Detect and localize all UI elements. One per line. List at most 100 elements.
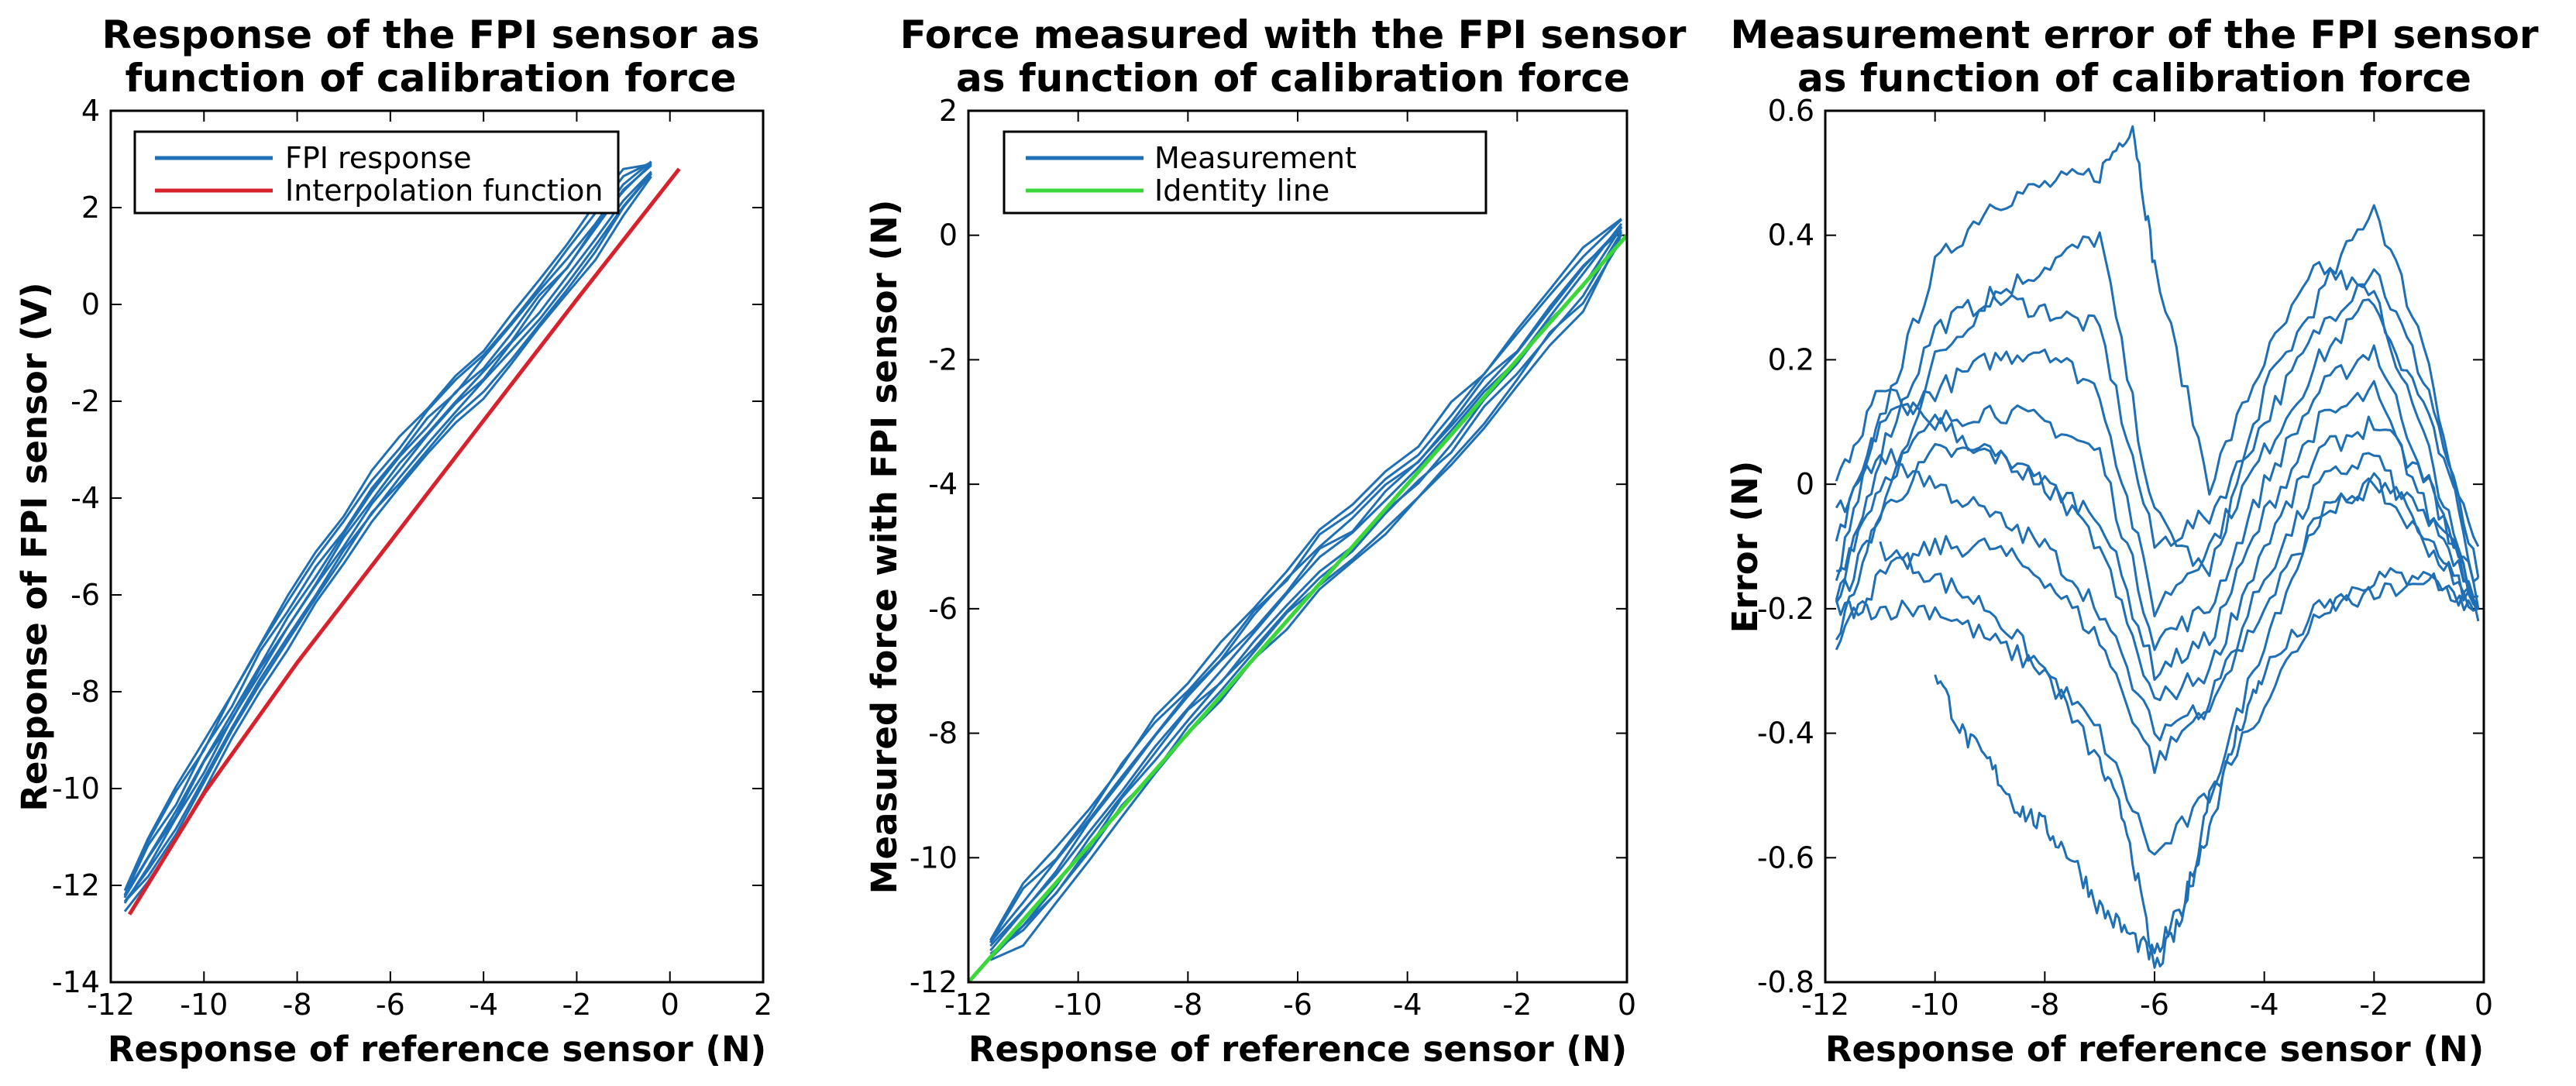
series-error-trace-9 (1879, 541, 2479, 969)
chart-title-line-1: Measurement error of the FPI sensor (1730, 12, 2538, 57)
series-error-trace-10 (1934, 571, 2475, 961)
series-measurement-trace (989, 239, 1623, 955)
y-tick-label: -14 (52, 965, 100, 999)
x-tick-label: -10 (1054, 988, 1102, 1022)
series-fpi-response-trace (123, 161, 652, 899)
y-tick-label: -10 (910, 840, 958, 875)
series-measurement-trace (989, 218, 1622, 943)
series-error-trace-2 (1835, 204, 2480, 641)
x-tick-label: -8 (283, 988, 312, 1022)
chart-title-line-2: function of calibration force (125, 56, 736, 101)
y-tick-label: 2 (939, 94, 958, 128)
series-layer (968, 218, 1627, 982)
y-tick-label: 0.6 (1768, 94, 1814, 128)
x-tick-label: 0 (1618, 988, 1636, 1022)
legend-label-measurement: Measurement (1154, 141, 1357, 175)
legend-label-fpi-response: FPI response (285, 141, 472, 175)
x-tick-label: -4 (2250, 988, 2279, 1022)
series-fpi-response-trace (123, 172, 652, 902)
x-axis-label: Response of reference sensor (N) (108, 1029, 766, 1070)
plot-frame (109, 109, 765, 984)
series-error-trace-1 (1836, 125, 2480, 572)
series-fpi-response-trace (123, 163, 652, 892)
y-tick-label: 4 (81, 94, 100, 128)
y-tick-label: -6 (928, 592, 958, 626)
x-tick-label: 0 (2475, 988, 2493, 1022)
chart-title-line-2: as function of calibration force (1797, 56, 2471, 101)
y-tick-label: -8 (928, 717, 958, 751)
series-fpi-response-trace (123, 173, 652, 903)
chart-panel-measurement-error: Measurement error of the FPI sensor as f… (1725, 12, 2539, 1070)
x-tick-label: -2 (2359, 988, 2389, 1022)
y-tick-label: -6 (71, 578, 100, 612)
series-error-trace-7 (1835, 452, 2480, 775)
y-axis-label: Response of FPI sensor (V) (14, 282, 55, 811)
x-tick-label: 0 (661, 988, 679, 1022)
y-axis-label: Error (N) (1725, 461, 1766, 634)
y-tick-label: -0.8 (1757, 965, 1814, 999)
x-tick-label: -12 (87, 988, 135, 1022)
legend: FPI response Interpolation function (133, 130, 620, 215)
series-error-trace-4 (1835, 298, 2480, 622)
series-identity-line (968, 234, 1627, 982)
series-error-trace-11 (1835, 388, 2479, 702)
y-tick-label: -8 (71, 675, 100, 709)
series-fpi-response-trace (123, 175, 652, 912)
series-error-trace-12 (1835, 448, 2479, 742)
series-interpolation-function (127, 167, 681, 916)
series-measurement-trace (989, 233, 1623, 961)
x-tick-label: -6 (2140, 988, 2169, 1022)
y-tick-label: 0 (81, 287, 100, 321)
legend-box (133, 130, 620, 215)
x-tick-label: -8 (2030, 988, 2059, 1022)
series-measurement-trace (989, 225, 1622, 952)
series-error-trace-5 (1835, 344, 2480, 651)
legend: Measurement Identity line (1003, 130, 1487, 215)
tick-layer: -12 -10 -8 -6 -4 -2 0 -12 -10 -8 -6 -4 -2 0 2 (910, 94, 1636, 1022)
x-tick-label: -10 (180, 988, 228, 1022)
x-tick-label: -12 (944, 988, 992, 1022)
plot-frame (967, 109, 1628, 984)
y-tick-label: -12 (52, 868, 100, 902)
plot-frame (1824, 109, 2485, 984)
series-measurement-trace (989, 229, 1622, 943)
y-tick-label: 0.4 (1768, 218, 1814, 253)
chart-title-line-2: as function of calibration force (956, 56, 1630, 101)
series-error-trace-3 (1835, 268, 2480, 601)
series-layer (123, 160, 681, 916)
x-tick-label: 2 (754, 988, 772, 1022)
x-tick-label: -6 (376, 988, 405, 1022)
series-error-trace-8 (1835, 472, 2480, 856)
y-tick-label: 0 (939, 218, 958, 253)
series-measurement-trace (989, 226, 1623, 958)
x-tick-label: -8 (1173, 988, 1202, 1022)
series-layer (1835, 125, 2480, 969)
x-tick-label: -4 (469, 988, 498, 1022)
legend-box (1003, 130, 1487, 215)
y-tick-label: -0.4 (1757, 717, 1814, 751)
y-tick-label: 0.2 (1768, 342, 1814, 376)
y-tick-label: -10 (52, 772, 100, 806)
x-tick-label: -6 (1283, 988, 1312, 1022)
chart-title-line-1: Force measured with the FPI sensor (900, 12, 1687, 57)
chart-panel-measured-force: Force measured with the FPI sensor as fu… (864, 12, 1687, 1070)
y-tick-label: -0.2 (1757, 592, 1814, 626)
y-tick-label: -2 (71, 384, 100, 418)
x-tick-label: -4 (1393, 988, 1422, 1022)
x-tick-label: -12 (1801, 988, 1849, 1022)
y-tick-label: -4 (71, 481, 100, 515)
series-fpi-response-trace (123, 162, 652, 897)
x-tick-label: -10 (1911, 988, 1959, 1022)
y-tick-label: 2 (81, 191, 100, 225)
series-measurement-trace (989, 218, 1622, 941)
tick-layer: -12 -10 -8 -6 -4 -2 0 -0.8 -0.6 -0.4 -0.2 0 0.2 0.4 0.… (1757, 94, 2493, 1022)
series-fpi-response-trace (123, 170, 652, 904)
legend-label-identity-line: Identity line (1154, 174, 1329, 208)
x-axis-label: Response of reference sensor (N) (1825, 1029, 2484, 1070)
y-tick-label: 0 (1796, 467, 1814, 501)
chart-title-line-1: Response of the FPI sensor as (101, 12, 759, 57)
y-tick-label: -0.6 (1757, 840, 1814, 875)
y-tick-label: -2 (928, 342, 958, 376)
